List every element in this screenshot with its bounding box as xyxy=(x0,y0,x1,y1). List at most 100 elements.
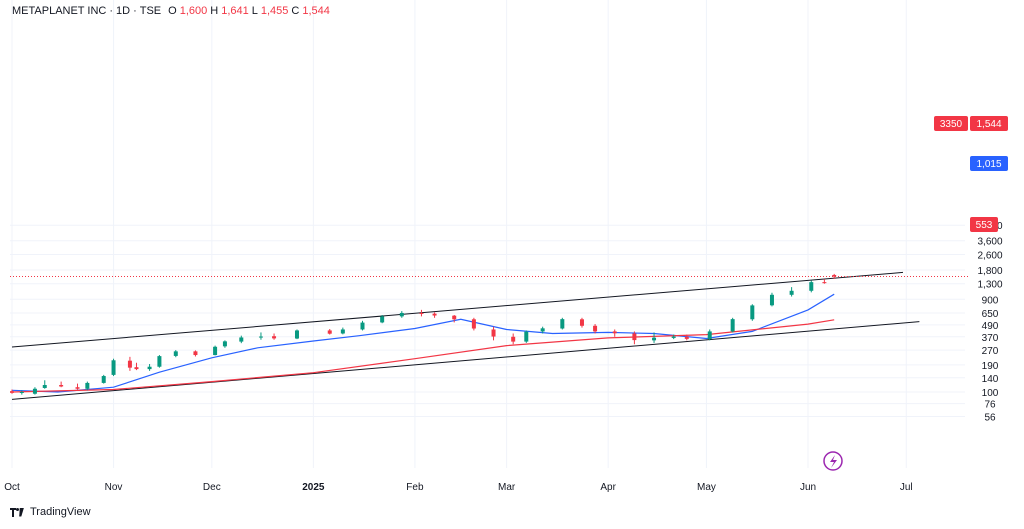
brand-name: TradingView xyxy=(30,506,91,518)
price-axis[interactable]: 5,2003,6002,6001,8001,300900650490370270… xyxy=(977,221,1002,423)
candle-body xyxy=(671,336,676,338)
ma-slow-text: 553 xyxy=(976,220,993,231)
candle-body xyxy=(452,315,457,320)
low-label: L xyxy=(251,5,258,17)
low-value: 1,455 xyxy=(260,5,289,17)
candle-body xyxy=(471,319,476,329)
x-tick-label: 2025 xyxy=(302,482,325,493)
candle-body xyxy=(85,382,90,389)
x-tick-label: Mar xyxy=(498,482,516,493)
channel-upper-line xyxy=(11,271,904,348)
last-price-badge xyxy=(970,116,1008,131)
candle-body xyxy=(19,392,24,393)
x-tick-label: Nov xyxy=(105,482,123,493)
candle-body xyxy=(684,336,689,339)
tradingview-logo[interactable]: TradingView xyxy=(10,506,91,518)
x-tick-label: May xyxy=(697,482,716,493)
y-tick-label: 270 xyxy=(982,346,999,357)
channel-lines xyxy=(11,271,920,400)
y-tick-label: 490 xyxy=(982,321,999,332)
candle-body xyxy=(360,322,365,330)
last-price-text: 1,544 xyxy=(976,119,1001,130)
countdown-badge xyxy=(934,116,968,131)
candle-body xyxy=(380,316,385,323)
y-tick-label: 650 xyxy=(982,309,999,320)
y-tick-label: 1,800 xyxy=(977,266,1002,277)
exchange-label: TSE xyxy=(139,5,162,17)
candle-body xyxy=(59,385,64,387)
candle-body xyxy=(769,294,774,306)
candle-body xyxy=(399,312,404,317)
x-tick-label: Oct xyxy=(4,482,20,493)
x-tick-label: Feb xyxy=(406,482,424,493)
candle-body xyxy=(193,351,198,356)
candle-body xyxy=(173,351,178,356)
candle-body xyxy=(789,290,794,295)
y-tick-label: 370 xyxy=(982,333,999,344)
candle-body xyxy=(127,360,132,368)
candle-body xyxy=(832,274,837,277)
candle-body xyxy=(809,282,814,291)
y-tick-label: 3,600 xyxy=(977,237,1002,248)
candle-body xyxy=(593,325,598,332)
candle-body xyxy=(147,366,152,370)
interval-label[interactable]: 1D xyxy=(116,5,131,17)
candle-body xyxy=(340,329,345,334)
candle-body xyxy=(432,313,437,316)
candle-body xyxy=(157,356,162,367)
candle-body xyxy=(612,331,617,334)
candle-body xyxy=(750,305,755,320)
x-tick-label: Dec xyxy=(203,482,221,493)
candle-body xyxy=(111,360,116,375)
candle-body xyxy=(75,387,80,389)
candle-body xyxy=(327,330,332,334)
moving-averages xyxy=(11,293,835,393)
channel-lower-line xyxy=(11,321,920,400)
candle-body xyxy=(730,319,735,332)
high-label: H xyxy=(210,5,219,17)
candle-body xyxy=(134,367,139,370)
candle-body xyxy=(10,391,14,393)
candle-body xyxy=(540,328,545,332)
countdown-text: 3350 xyxy=(940,119,963,130)
open-value: 1,600 xyxy=(179,5,208,17)
symbol-name[interactable]: METAPLANET INC xyxy=(12,5,107,17)
tradingview-logo-icon xyxy=(10,507,24,517)
candle-body xyxy=(632,333,637,341)
candle-body xyxy=(652,337,657,341)
candlestick-series xyxy=(10,273,837,395)
candle-body xyxy=(524,331,529,342)
candle-body xyxy=(294,330,299,339)
time-axis[interactable]: Oct Nov Dec 2025 Feb Mar Apr May Jun Jul xyxy=(4,482,912,493)
open-label: O xyxy=(168,5,177,17)
candle-body xyxy=(101,376,106,383)
high-value: 1,641 xyxy=(221,5,249,17)
candle-body xyxy=(491,329,496,337)
ma-fast-text: 1,015 xyxy=(976,159,1001,170)
candle-body xyxy=(511,336,516,342)
candle-body xyxy=(419,312,424,314)
candle-body xyxy=(213,346,218,356)
lightning-bolt-icon[interactable] xyxy=(823,451,843,471)
y-tick-label: 140 xyxy=(982,374,999,385)
y-tick-label: 100 xyxy=(982,388,999,399)
close-label: C xyxy=(291,5,300,17)
close-value: 1,544 xyxy=(302,5,330,17)
y-tick-label: 56 xyxy=(984,412,996,423)
y-tick-label: 900 xyxy=(982,295,999,306)
chart-grid xyxy=(10,0,965,468)
symbol-legend: METAPLANET INC · 1D · TSE O 1,600 H 1,641 … xyxy=(12,5,330,17)
candle-body xyxy=(258,336,263,338)
ma-fast-badge xyxy=(970,156,1008,171)
x-tick-label: Jul xyxy=(900,482,913,493)
y-tick-label: 190 xyxy=(982,361,999,372)
candle-body xyxy=(560,319,565,329)
candle-body xyxy=(272,336,277,339)
ma-slow-line xyxy=(11,319,835,393)
candle-body xyxy=(822,282,827,284)
candle-body xyxy=(42,385,47,388)
candle-body xyxy=(32,388,37,394)
ma-slow-badge xyxy=(970,217,998,232)
y-tick-label: 1,300 xyxy=(977,280,1002,291)
